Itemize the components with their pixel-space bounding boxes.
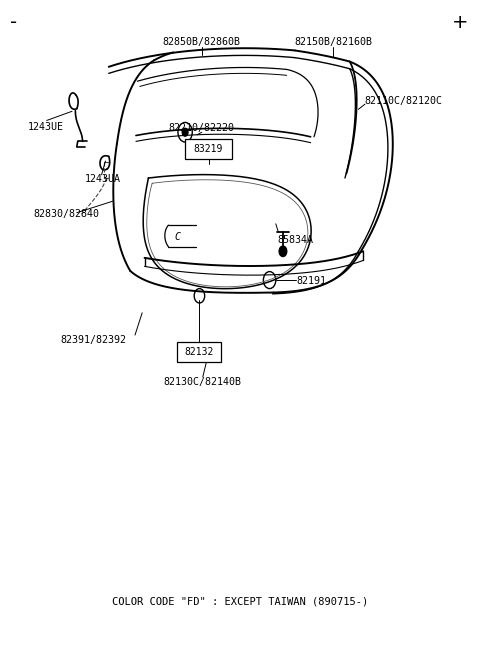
Text: 1243UE: 1243UE <box>28 122 64 132</box>
FancyBboxPatch shape <box>185 139 232 159</box>
Circle shape <box>182 128 188 136</box>
Text: 83219: 83219 <box>194 145 223 154</box>
Text: 82210/82220: 82210/82220 <box>169 124 235 133</box>
Text: 82150B/82160B: 82150B/82160B <box>294 37 372 47</box>
Text: 1243UA: 1243UA <box>85 174 121 185</box>
FancyBboxPatch shape <box>177 342 221 362</box>
Text: 82191: 82191 <box>296 277 326 286</box>
Text: 82850B/82860B: 82850B/82860B <box>163 37 241 47</box>
Text: 82830/82840: 82830/82840 <box>34 209 100 219</box>
Text: 82110C/82120C: 82110C/82120C <box>364 96 442 106</box>
Text: 82391/82392: 82391/82392 <box>60 335 126 346</box>
Text: 82130C/82140B: 82130C/82140B <box>164 377 242 387</box>
Text: +: + <box>452 13 469 32</box>
Text: -: - <box>10 13 17 32</box>
Circle shape <box>279 246 287 256</box>
Text: C: C <box>174 232 180 242</box>
Text: 85834A: 85834A <box>277 235 313 244</box>
Text: COLOR CODE "FD" : EXCEPT TAIWAN (890715-): COLOR CODE "FD" : EXCEPT TAIWAN (890715-… <box>112 597 368 607</box>
Text: 82132: 82132 <box>184 347 214 357</box>
